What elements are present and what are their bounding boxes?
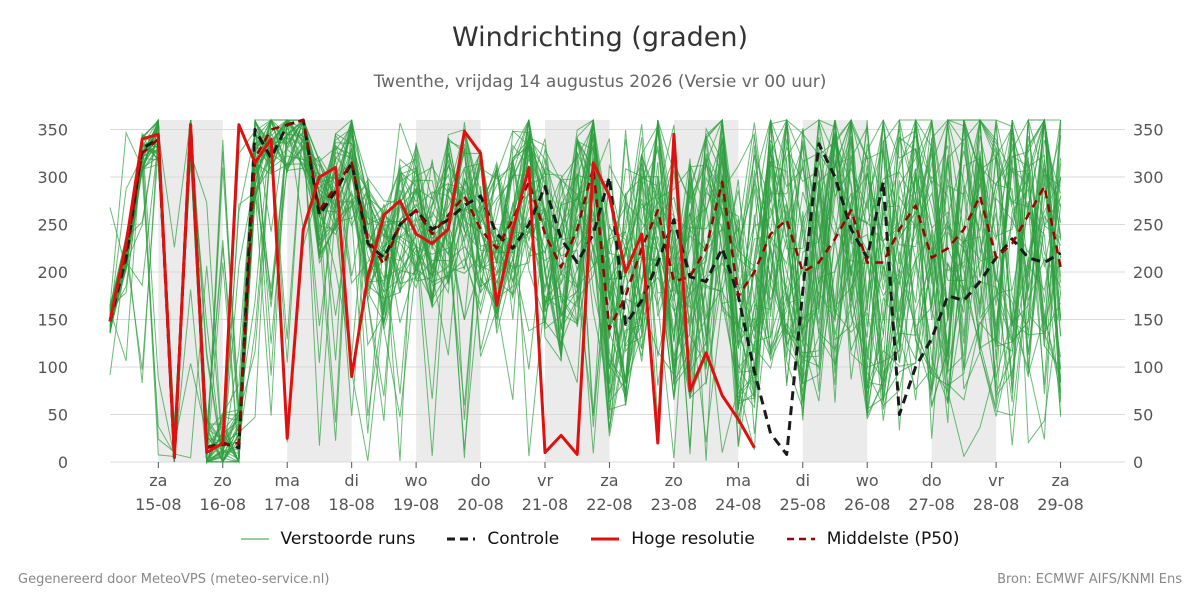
x-tick-day: zo (214, 471, 232, 490)
high-res-series-line (108, 123, 756, 459)
y-tick-label-left: 0 (58, 453, 68, 472)
x-tick-date: 26-08 (844, 495, 891, 514)
chart-title: Windrichting (graden) (451, 22, 749, 53)
y-tick-label-right: 50 (1133, 406, 1153, 425)
y-tick-label-right: 100 (1133, 358, 1164, 377)
x-tick-date: 19-08 (393, 495, 440, 514)
ensemble-member-line (109, 118, 1062, 463)
legend-control-label: Controle (487, 529, 560, 549)
ensemble-member-line (109, 118, 1061, 447)
legend-ensemble-swatch (240, 538, 269, 540)
x-tick-day: za (1051, 471, 1069, 490)
x-tick-day: wo (856, 471, 879, 490)
y-tick-label-right: 200 (1133, 263, 1164, 282)
x-tick-date: 22-08 (586, 495, 633, 514)
y-tick-label-right: 350 (1133, 121, 1164, 140)
x-tick-day: za (600, 471, 618, 490)
legend-item-median[interactable]: Middelste (P50) (786, 529, 960, 549)
y-tick-label-left: 50 (48, 406, 68, 425)
legend-item-ensemble[interactable]: Verstoorde runs (240, 529, 416, 549)
x-tick-day: zo (665, 471, 683, 490)
legend-ensemble-label: Verstoorde runs (280, 529, 416, 549)
x-tick-day: vr (537, 471, 553, 490)
x-tick-date: 17-08 (264, 495, 311, 514)
legend-median-swatch (786, 537, 815, 541)
y-tick-label-left: 250 (37, 216, 68, 235)
x-tick-date: 15-08 (135, 495, 182, 514)
y-tick-label-left: 100 (37, 358, 68, 377)
y-tick-label-left: 300 (37, 168, 68, 187)
x-tick-day: ma (275, 471, 300, 490)
x-tick-day: di (795, 471, 810, 490)
x-tick-date: 24-08 (715, 495, 762, 514)
x-tick-date: 23-08 (651, 495, 698, 514)
legend-control-swatch (447, 537, 476, 541)
x-tick-date: 18-08 (328, 495, 375, 514)
legend-median-label: Middelste (P50) (826, 529, 960, 549)
x-tick-date: 20-08 (457, 495, 504, 514)
x-tick-day: wo (405, 471, 428, 490)
x-tick-date: 21-08 (522, 495, 569, 514)
y-tick-label-right: 250 (1133, 216, 1164, 235)
control-series-line (108, 118, 1062, 459)
y-tick-label-right: 0 (1133, 453, 1143, 472)
legend-item-high-res[interactable]: Hoge resolutie (591, 529, 755, 549)
y-tick-label-right: 300 (1133, 168, 1164, 187)
x-tick-day: ma (726, 471, 751, 490)
x-tick-day: do (471, 471, 491, 490)
y-tick-label-left: 350 (37, 121, 68, 140)
x-tick-date: 28-08 (973, 495, 1020, 514)
ensemble-member-line (109, 119, 1062, 464)
x-tick-date: 25-08 (780, 495, 827, 514)
y-tick-label-right: 150 (1133, 311, 1164, 330)
ensemble-member-line (109, 119, 1062, 463)
ensemble-member-line (109, 119, 1062, 464)
x-tick-date: 16-08 (200, 495, 247, 514)
y-tick-label-left: 150 (37, 311, 68, 330)
x-tick-day: do (922, 471, 942, 490)
x-tick-date: 29-08 (1037, 495, 1084, 514)
ensemble-member-line (109, 118, 1061, 445)
footer-source: Bron: ECMWF AIFS/KNMI Ens (997, 572, 1182, 587)
y-tick-label-left: 200 (37, 263, 68, 282)
x-tick-day: di (344, 471, 359, 490)
median-series-line (108, 118, 1062, 454)
footer-generated-by: Gegenereerd door MeteoVPS (meteo-service… (18, 572, 330, 587)
x-tick-date: 27-08 (908, 495, 955, 514)
legend-item-control[interactable]: Controle (447, 529, 559, 549)
chart-legend: Verstoorde runs Controle Hoge resolutie … (0, 529, 1200, 549)
legend-high-res-swatch (591, 537, 620, 541)
x-tick-day: za (149, 471, 167, 490)
ensemble-member-line (109, 118, 1062, 463)
ensemble-member-line (109, 119, 1062, 463)
legend-high-res-label: Hoge resolutie (631, 529, 755, 549)
x-tick-day: vr (988, 471, 1004, 490)
chart-subtitle: Twenthe, vrijdag 14 augustus 2026 (Versi… (373, 72, 827, 92)
